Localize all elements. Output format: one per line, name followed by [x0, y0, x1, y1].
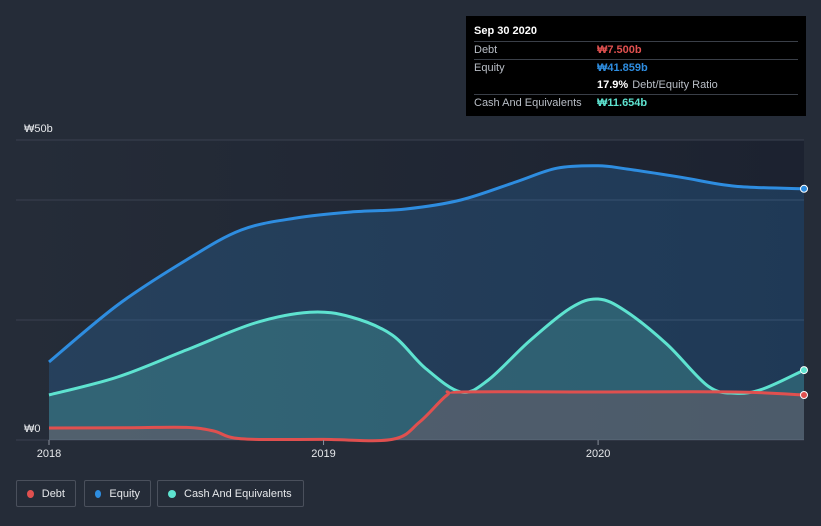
plot-area [16, 140, 804, 440]
legend-item-cash[interactable]: Cash And Equivalents [157, 480, 304, 507]
cash-and-equivalents-line[interactable] [48, 297, 805, 397]
tooltip-label: Debt [474, 44, 498, 56]
tooltip-row-ratio: 17.9% Debt/Equity Ratio [474, 77, 798, 94]
tooltip-date: Sep 30 2020 [474, 25, 537, 37]
equity-area [49, 165, 804, 441]
y-axis-top-label: ₩50b [24, 123, 53, 135]
equity-line[interactable] [48, 164, 805, 364]
tooltip-value-equity: ₩41.859b [597, 62, 648, 74]
cash-and-equivalents-endpoint[interactable] [800, 366, 808, 375]
tooltip-row-debt: Debt ₩7.500b [474, 41, 798, 59]
tooltip-label: Equity [474, 62, 505, 74]
debt-dot-icon [27, 489, 34, 498]
legend-label: Cash And Equivalents [184, 487, 292, 500]
cash-dot-icon [168, 489, 176, 498]
legend-label: Equity [109, 487, 140, 500]
tooltip-ratio-label: Debt/Equity Ratio [632, 79, 718, 91]
debt-line[interactable] [48, 390, 805, 443]
legend-item-equity[interactable]: Equity [84, 480, 151, 507]
gridlines [16, 139, 804, 441]
y-axis-bottom-label: ₩0 [24, 423, 41, 435]
equity-endpoint[interactable] [800, 184, 808, 193]
x-tick-label: 2018 [37, 448, 61, 460]
tooltip: Sep 30 2020 Debt ₩7.500b Equity ₩41.859b… [466, 16, 806, 116]
tooltip-value-ratio: 17.9% [597, 79, 629, 91]
legend-item-debt[interactable]: Debt [16, 480, 76, 507]
tooltip-label: Cash And Equivalents [474, 97, 582, 109]
equity-dot-icon [95, 489, 102, 498]
x-tick-label: 2019 [311, 448, 335, 460]
legend-label: Debt [41, 487, 65, 500]
tooltip-row-cash: Cash And Equivalents ₩11.654b [474, 94, 798, 112]
tooltip-value-debt: ₩7.500b [597, 44, 642, 56]
tooltip-label [474, 77, 597, 94]
debt-endpoint[interactable] [800, 391, 808, 399]
x-tick-label: 2020 [586, 448, 610, 460]
tooltip-row-equity: Equity ₩41.859b [474, 59, 798, 77]
tooltip-value-cash: ₩11.654b [597, 97, 648, 109]
